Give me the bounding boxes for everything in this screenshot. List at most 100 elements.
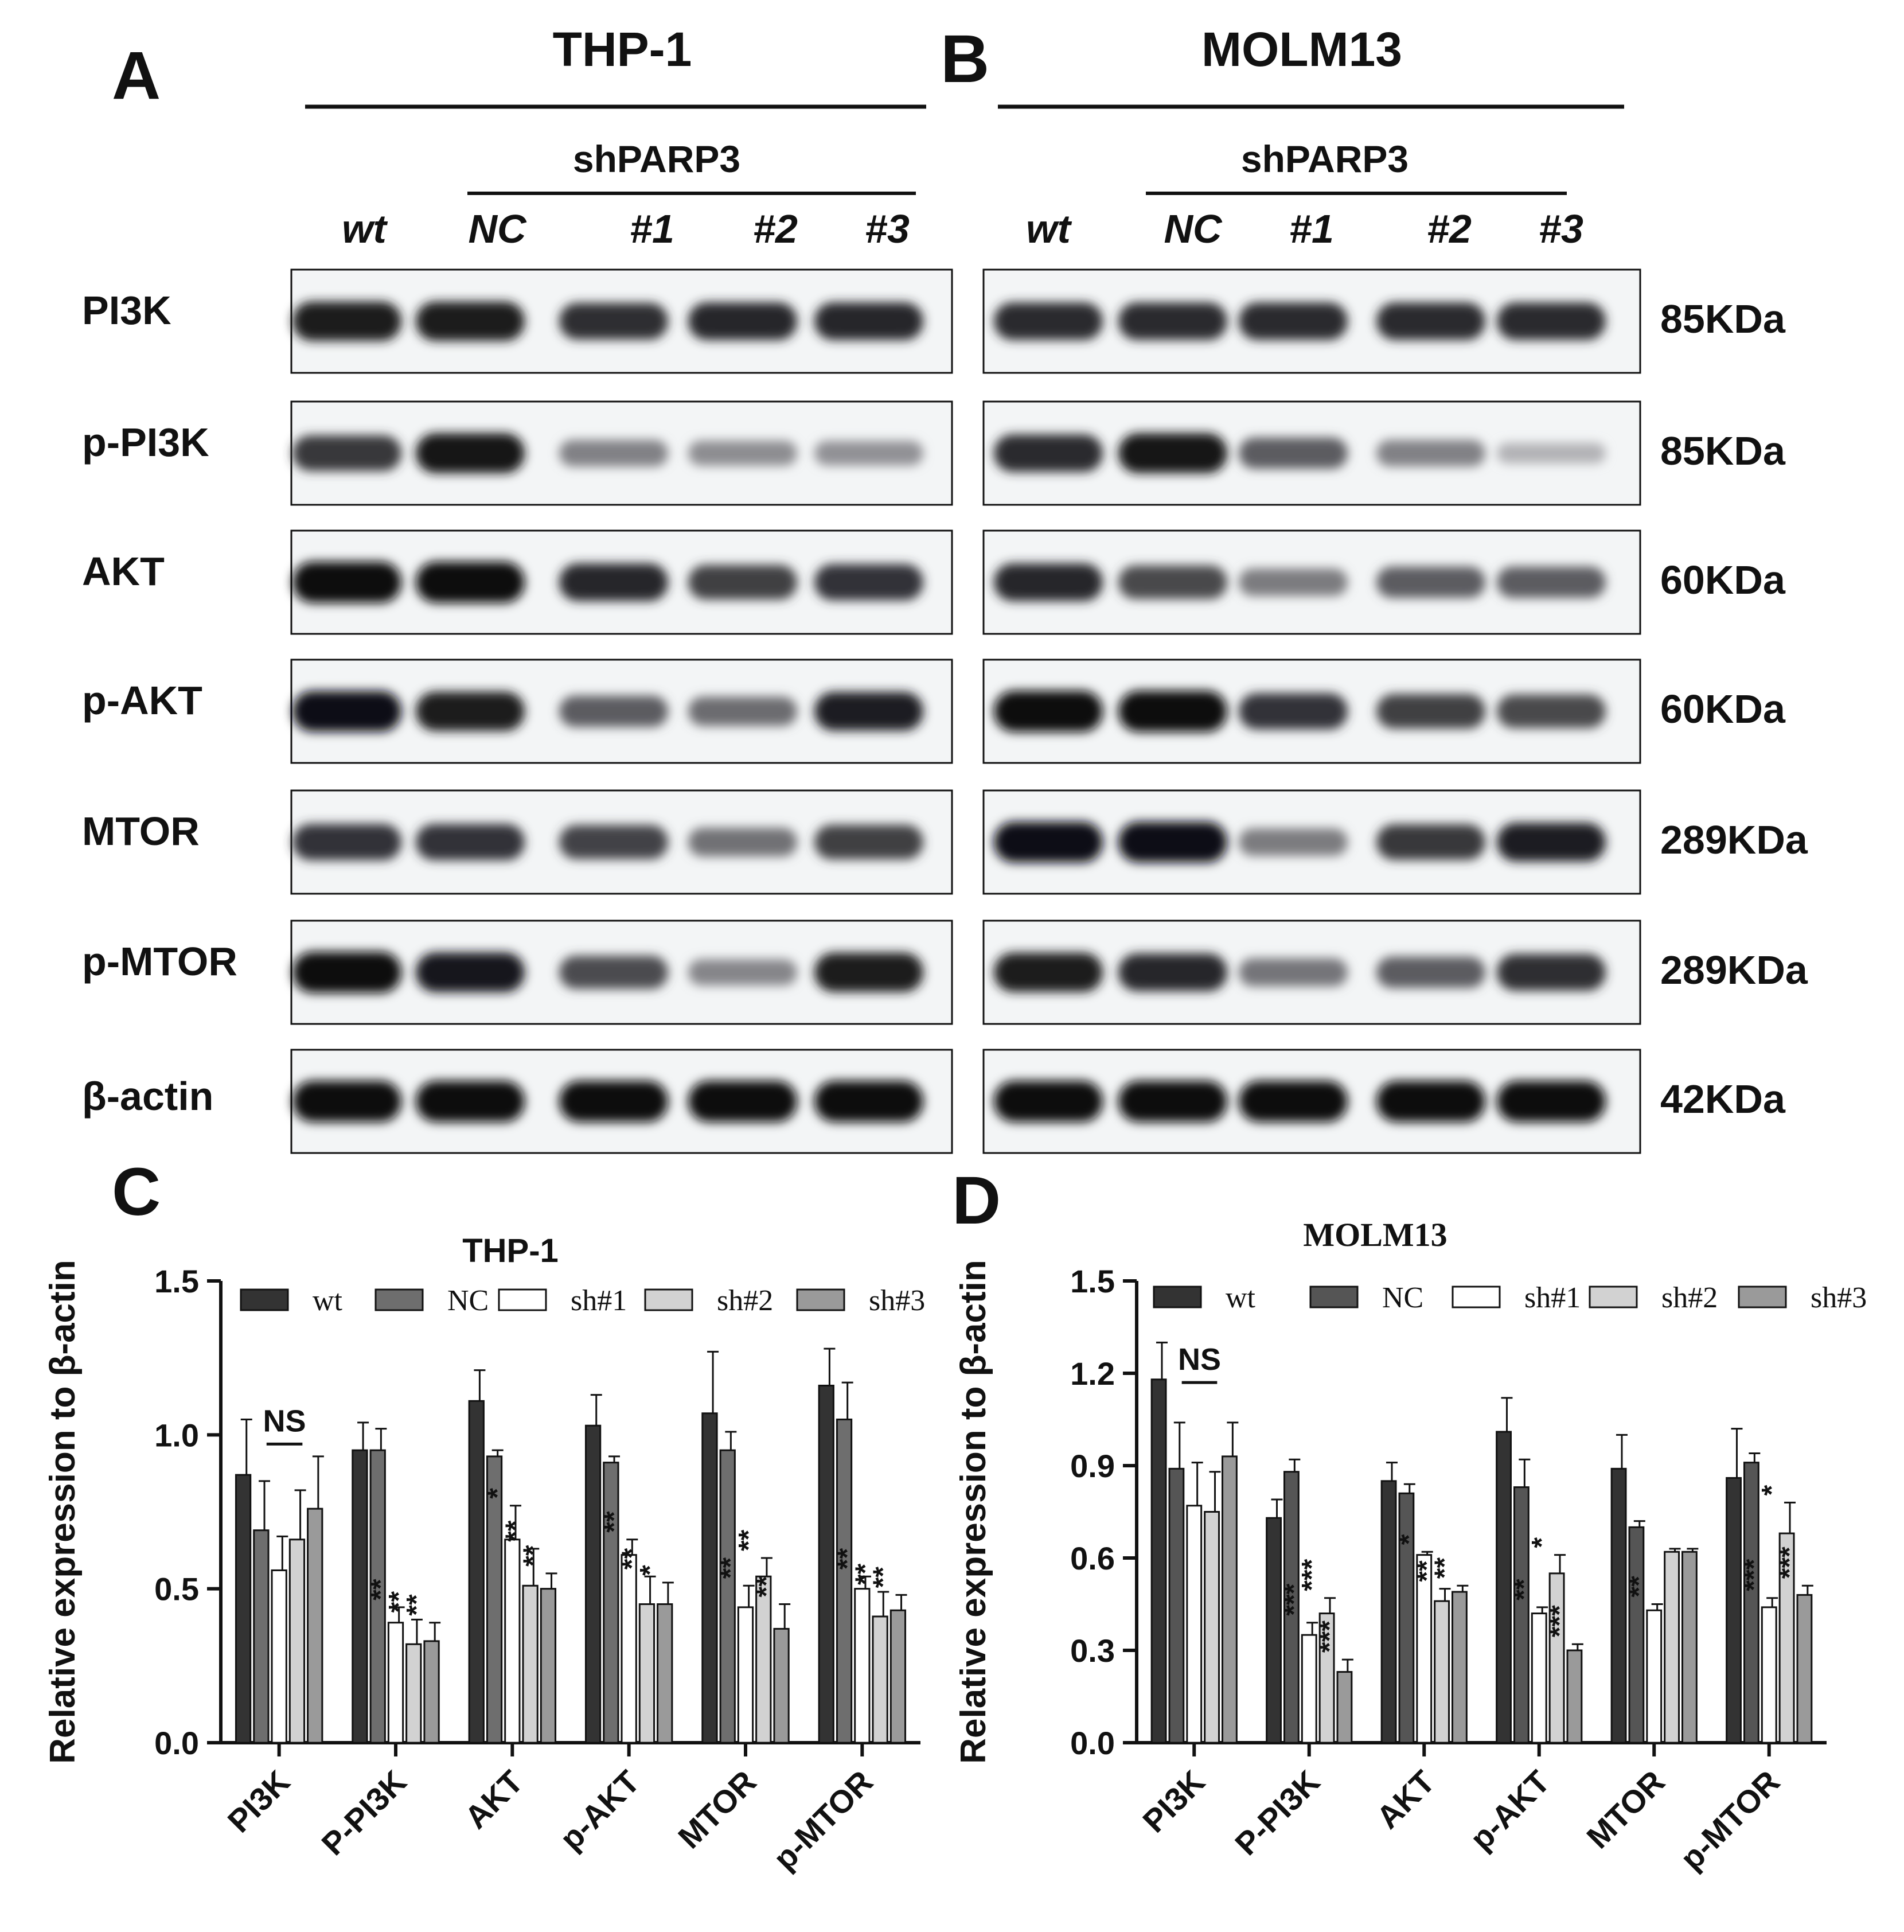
blot-band [814, 952, 923, 992]
blot-band [292, 1081, 401, 1122]
blot-band [814, 824, 923, 860]
bar [1610, 1467, 1627, 1744]
bar [1380, 1480, 1397, 1744]
bar [719, 1449, 736, 1744]
blot-band [559, 563, 668, 601]
bar [1496, 1431, 1512, 1744]
significance-star: ** [751, 1576, 782, 1598]
bar [1452, 1591, 1468, 1744]
bar [271, 1569, 287, 1744]
blot-band [1118, 433, 1227, 473]
bar [1318, 1612, 1335, 1744]
molecular-weight-label: 85KDa [1660, 297, 1786, 341]
bar [638, 1603, 656, 1744]
panel-letter-b: B [941, 21, 989, 97]
legend-swatch [1738, 1286, 1787, 1308]
bar [1664, 1551, 1680, 1744]
significance-star: ** [733, 1529, 764, 1551]
significance-star: ** [401, 1594, 432, 1616]
significance-star: ** [1429, 1557, 1460, 1579]
blot-band [1376, 566, 1485, 598]
bar [522, 1584, 539, 1744]
blot-band [1118, 953, 1227, 991]
lane-labels-b: wt NC #1 #2 #3 [1026, 207, 1583, 251]
blot-band [688, 564, 797, 600]
legend-label: sh#2 [717, 1284, 773, 1317]
blot-row: 85KDa [982, 400, 1786, 506]
blot-row: 289KDa [982, 920, 1808, 1025]
molecular-weight-label: 85KDa [1660, 429, 1786, 473]
bar [1168, 1467, 1185, 1744]
bar [1796, 1594, 1813, 1744]
blot-band [559, 302, 668, 340]
blot-band [416, 691, 525, 731]
significance-star: ** [850, 1563, 880, 1585]
blot-band [559, 956, 668, 989]
significance-star: ** [1509, 1579, 1539, 1600]
blot-band [1376, 302, 1485, 340]
blot-band [559, 439, 668, 467]
molecular-weight-label: 60KDa [1660, 687, 1786, 731]
bar [1513, 1486, 1530, 1744]
lane-labels-a: wt NC #1 #2 #3 [342, 207, 910, 251]
protein-label: p-MTOR [82, 939, 237, 984]
bar [1150, 1378, 1167, 1744]
significance-star: *** [1297, 1559, 1327, 1591]
western-blots: PI3K 85KDa p-PI3K 85KDa AKT 60KDa p-AKT 60KDa MT… [82, 268, 1808, 1154]
blot-band [1497, 823, 1606, 862]
lane-label: wt [342, 207, 388, 251]
blot-band [559, 1081, 668, 1122]
bar [1761, 1606, 1777, 1744]
blot-row: p-MTOR [82, 920, 953, 1025]
bar [1434, 1600, 1450, 1744]
lane-label: wt [1026, 207, 1072, 251]
significance-star: *** [1544, 1605, 1575, 1637]
bar [369, 1449, 386, 1744]
blot-band [292, 301, 401, 341]
blot-band [814, 692, 923, 731]
significance-star: * [1527, 1537, 1557, 1548]
blot-band [416, 562, 525, 603]
blot-band [416, 952, 525, 992]
y-tick-label: 1.0 [154, 1417, 199, 1453]
blot-band [416, 301, 525, 341]
group-label-b: shPARP3 [1241, 138, 1409, 180]
blot-band [292, 952, 401, 993]
blot-row: 60KDa [982, 529, 1786, 635]
molecular-weight-label: 289KDa [1660, 817, 1808, 862]
blot-band [1376, 824, 1485, 860]
blot-band [1239, 958, 1348, 987]
blot-band [1239, 302, 1348, 340]
significance-star: * [635, 1565, 665, 1576]
protein-label: AKT [82, 549, 165, 594]
blot-row: MTOR [82, 789, 953, 895]
bar [468, 1400, 485, 1744]
y-tick-label: 1.5 [154, 1263, 199, 1299]
blot-band [1376, 439, 1485, 467]
significance-star: ** [500, 1520, 530, 1542]
lane-label: NC [1164, 207, 1223, 251]
cell-line-title-b: MOLM13 [1201, 22, 1402, 76]
legend-swatch [240, 1288, 289, 1311]
cell-line-title-a: THP-1 [553, 22, 692, 76]
blot-row: p-PI3K [82, 400, 953, 506]
bar [818, 1384, 834, 1744]
blot-row: PI3K [82, 268, 953, 374]
lane-label: #2 [753, 207, 798, 251]
legend-swatch [498, 1288, 547, 1311]
lane-label: #1 [1289, 207, 1334, 251]
y-tick-label: 0.0 [154, 1725, 199, 1761]
molecular-weight-label: 289KDa [1660, 948, 1808, 992]
lane-label: #2 [1427, 207, 1472, 251]
blot-band [292, 824, 401, 860]
blot-band [688, 1081, 797, 1122]
blot-band [814, 564, 923, 601]
bar [621, 1554, 637, 1744]
y-tick-label: 1.5 [1070, 1263, 1115, 1299]
lane-label: #1 [630, 207, 674, 251]
blot-band [1118, 565, 1227, 599]
legend-label: sh#3 [1811, 1281, 1867, 1314]
significance-star: ** [1624, 1576, 1655, 1598]
bar [657, 1603, 673, 1744]
